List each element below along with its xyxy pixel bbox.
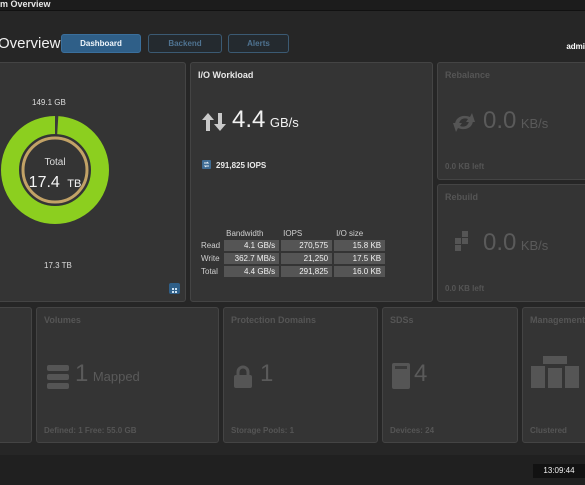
rebalance-arrows-icon <box>453 113 475 132</box>
io-row-label: Total <box>201 267 218 276</box>
capacity-inner-ring <box>21 136 89 204</box>
io-header-spacer <box>201 229 222 238</box>
window-titlebar: m Overview <box>0 0 585 11</box>
rebuild-readout: 0.0 KB/s <box>483 229 548 257</box>
io-cell: 4.4 GB/s <box>224 266 280 277</box>
rebuild-panel: Rebuild 0.0 KB/s 0.0 KB left <box>437 184 585 302</box>
rebuild-blocks-icon <box>455 231 468 251</box>
volumes-readout: 1 Mapped <box>75 360 140 388</box>
volumes-panel: Volumes 1 Mapped Defined: 1 Free: 55.0 G… <box>36 307 219 443</box>
sdss-title: SDSs <box>390 315 414 325</box>
protection-domains-count: 1 <box>260 360 274 387</box>
io-row-label: Read <box>201 241 221 250</box>
io-cell: 15.8 KB <box>334 240 386 251</box>
tab-dashboard[interactable]: Dashboard <box>61 34 141 53</box>
partial-left-panel <box>0 307 32 443</box>
sdss-count: 4 <box>414 360 428 387</box>
rebalance-readout: 0.0 KB/s <box>483 107 548 135</box>
volumes-stack-icon <box>47 365 69 389</box>
capacity-ring-used <box>1 116 109 224</box>
window-title: m Overview <box>0 0 51 9</box>
capacity-center-label: Total <box>44 157 65 168</box>
table-row: Total 4.4 GB/s 291,825 16.0 KB <box>201 266 386 277</box>
protection-domains-readout: 1 <box>260 360 273 388</box>
capacity-donut-chart: Total 17.4 TB <box>1 116 109 224</box>
bandwidth-readout: 4.4 GB/s <box>232 106 299 134</box>
io-cell: 21,250 <box>281 253 333 264</box>
io-workload-title: I/O Workload <box>198 70 254 80</box>
iops-text: 291,825 IOPS <box>216 161 267 170</box>
io-workload-panel: I/O Workload 4.4 GB/s 291,825 IOPS Bandw… <box>190 62 433 302</box>
status-clock: 13:09:44 <box>533 464 585 478</box>
server-icon <box>392 363 410 389</box>
rebuild-title: Rebuild <box>445 192 478 202</box>
io-cell: 16.0 KB <box>334 266 386 277</box>
cluster-icon <box>531 356 579 388</box>
volumes-status: Mapped <box>92 369 140 384</box>
rebalance-unit: KB/s <box>520 116 549 131</box>
tab-alerts[interactable]: Alerts <box>228 34 289 53</box>
management-title: Management <box>530 315 585 325</box>
volumes-count: 1 <box>75 360 89 387</box>
rebuild-unit: KB/s <box>520 238 549 253</box>
iops-icon <box>202 160 211 169</box>
io-cell: 291,825 <box>281 266 333 277</box>
page-title: Overview <box>0 35 61 52</box>
table-row: Write 362.7 MB/s 21,250 17.5 KB <box>201 253 386 264</box>
rebuild-value: 0.0 <box>483 229 517 256</box>
capacity-panel: 149.1 GB Total 17.4 TB 17.3 TB <box>0 62 186 302</box>
sdss-panel: SDSs 4 Devices: 24 <box>382 307 518 443</box>
management-panel: Management Clustered <box>522 307 585 443</box>
spare-capacity-label: 149.1 GB <box>32 98 66 107</box>
io-header-io-size: I/O size <box>336 229 364 238</box>
tab-backend[interactable]: Backend <box>148 34 222 53</box>
rebuild-footer: 0.0 KB left <box>445 284 485 293</box>
bandwidth-value: 4.4 <box>232 106 266 133</box>
protection-domains-footer: Storage Pools: 1 <box>231 426 295 435</box>
table-row: Read 4.1 GB/s 270,575 15.8 KB <box>201 240 386 251</box>
user-name[interactable]: admi <box>566 42 585 51</box>
io-row-label: Write <box>201 254 220 263</box>
rebalance-title: Rebalance <box>445 70 491 80</box>
protection-domains-panel: Protection Domains 1 Storage Pools: 1 <box>223 307 378 443</box>
sdss-footer: Devices: 24 <box>390 426 435 435</box>
io-cell: 362.7 MB/s <box>224 253 280 264</box>
rebalance-footer: 0.0 KB left <box>445 162 485 171</box>
volumes-footer: Defined: 1 Free: 55.0 GB <box>44 426 137 435</box>
lock-icon <box>234 365 252 388</box>
status-bar <box>0 455 585 485</box>
rebalance-value: 0.0 <box>483 107 517 134</box>
capacity-used-label: 17.3 TB <box>44 261 72 270</box>
io-header-bandwidth: Bandwidth <box>226 229 264 238</box>
io-header-iops: IOPS <box>283 229 303 238</box>
io-table-header: Bandwidth IOPS I/O size <box>201 229 385 238</box>
capacity-total: 17.4 TB <box>29 174 82 191</box>
io-cell: 4.1 GB/s <box>224 240 280 251</box>
capacity-total-value: 17.4 <box>29 174 60 191</box>
rebalance-panel: Rebalance 0.0 KB/s 0.0 KB left <box>437 62 585 180</box>
protection-domains-title: Protection Domains <box>231 315 317 325</box>
io-stats-table: Bandwidth IOPS I/O size Read 4.1 GB/s 27… <box>199 227 387 279</box>
io-cell: 17.5 KB <box>334 253 386 264</box>
management-footer: Clustered <box>530 426 567 435</box>
up-down-arrows-icon <box>202 113 226 131</box>
sdss-readout: 4 <box>414 360 427 388</box>
capacity-total-unit: TB <box>67 178 81 190</box>
bandwidth-unit: GB/s <box>269 115 299 130</box>
grid-view-icon[interactable] <box>169 283 180 294</box>
io-cell: 270,575 <box>281 240 333 251</box>
volumes-title: Volumes <box>44 315 81 325</box>
